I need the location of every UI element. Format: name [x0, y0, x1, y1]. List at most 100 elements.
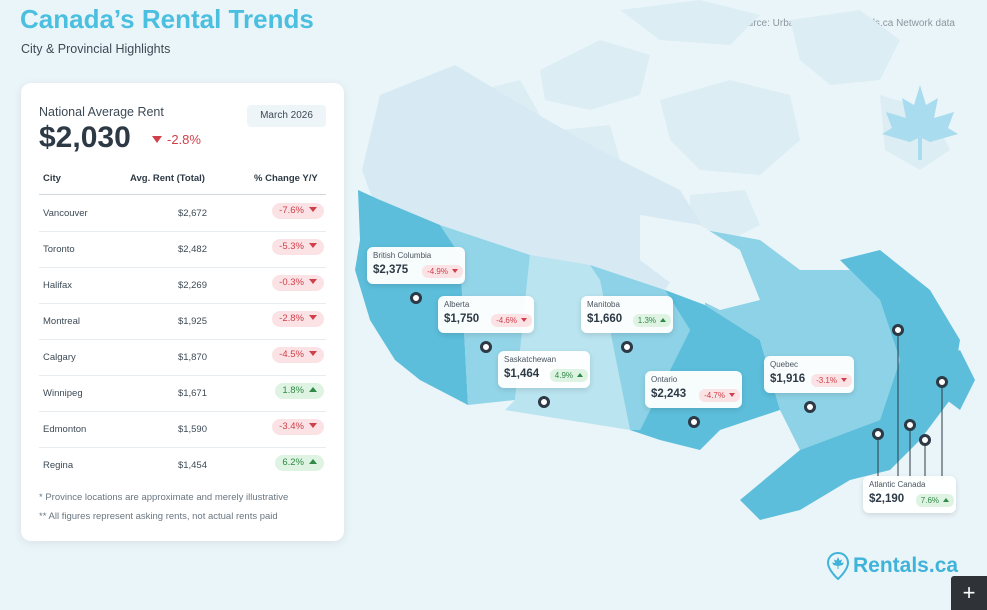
province-rent: $2,190 — [869, 493, 905, 505]
maple-pin-icon — [827, 552, 849, 580]
table-row: Regina $1,454 6.2% — [39, 447, 326, 483]
column-header-city: City — [43, 173, 61, 184]
province-rent: $1,916 — [770, 373, 806, 385]
map-pin — [904, 419, 916, 431]
province-rent: $2,243 — [651, 388, 687, 400]
down-arrow-icon — [309, 315, 317, 320]
table-row: Halifax $2,269 -0.3% — [39, 267, 326, 304]
change-badge: -3.1% — [811, 374, 852, 387]
hudson-bay — [640, 215, 760, 310]
down-arrow-icon — [309, 207, 317, 212]
city-name: Montreal — [43, 316, 80, 327]
atlantic-region — [740, 250, 960, 520]
rent-value: $2,672 — [177, 208, 207, 219]
change-badge: 1.8% — [275, 383, 324, 399]
table-row: Vancouver $2,672 -7.6% — [39, 195, 326, 232]
up-arrow-icon — [577, 373, 583, 377]
national-average-label: National Average Rent — [39, 105, 164, 119]
change-badge: -4.5% — [272, 347, 324, 363]
city-name: Vancouver — [43, 208, 88, 219]
province-callout-ontario[interactable]: Ontario $2,243 -4.7% — [645, 371, 742, 408]
change-badge: -4.9% — [422, 265, 463, 278]
header-divider — [39, 194, 326, 195]
change-badge: 4.9% — [549, 369, 588, 382]
map-pin — [804, 401, 816, 413]
logo-text: Rentals.ca — [853, 554, 959, 577]
map-pin — [919, 434, 931, 446]
province-callout-manitoba[interactable]: Manitoba $1,660 1.3% — [581, 296, 673, 333]
up-arrow-icon — [660, 318, 666, 322]
footnote: * Province locations are approximate and… — [39, 492, 289, 503]
table-row: Toronto $2,482 -5.3% — [39, 231, 326, 268]
up-arrow-icon — [309, 387, 317, 392]
national-average-value: $2,030 — [39, 121, 131, 154]
city-name: Regina — [43, 460, 74, 471]
map-pin — [480, 341, 492, 353]
map-pin — [872, 428, 884, 440]
change-badge: 6.2% — [275, 455, 324, 471]
province-callout-atlantic-canada[interactable]: Atlantic Canada $2,190 7.6% — [863, 476, 956, 513]
table-row: Winnipeg $1,671 1.8% — [39, 375, 326, 412]
city-name: Toronto — [43, 244, 75, 255]
down-arrow-icon — [309, 423, 317, 428]
down-arrow-icon — [841, 378, 847, 382]
table-row: Montreal $1,925 -2.8% — [39, 303, 326, 340]
change-badge: -7.6% — [272, 203, 324, 219]
page-subtitle: City & Provincial Highlights — [21, 42, 171, 56]
province-rent: $1,464 — [504, 368, 540, 380]
down-arrow-icon — [452, 269, 458, 273]
ontario-region — [630, 290, 780, 450]
change-badge: -3.4% — [272, 419, 324, 435]
rent-value: $1,454 — [177, 460, 207, 471]
up-arrow-icon — [309, 459, 317, 464]
rent-value: $1,671 — [177, 388, 207, 399]
footnote: ** All figures represent asking rents, n… — [39, 511, 278, 522]
rent-value: $1,925 — [177, 316, 207, 327]
rent-value: $2,269 — [177, 280, 207, 291]
province-callout-british-columbia[interactable]: British Columbia $2,375 -4.9% — [367, 247, 465, 284]
map-pin — [936, 376, 948, 388]
date-badge: March 2026 — [247, 105, 326, 127]
column-header-rent: Avg. Rent (Total) — [130, 173, 205, 184]
province-rent: $2,375 — [373, 264, 409, 276]
expand-button[interactable]: + — [951, 576, 987, 610]
down-arrow-icon — [521, 318, 527, 322]
map-pin — [688, 416, 700, 428]
change-badge: 7.6% — [915, 494, 954, 507]
down-arrow-icon — [152, 136, 162, 143]
maple-leaf-icon — [882, 85, 958, 160]
change-badge: -4.7% — [699, 389, 740, 402]
province-callout-saskatchewan[interactable]: Saskatchewan $1,464 4.9% — [498, 351, 590, 388]
national-change: -2.8% — [152, 132, 201, 147]
change-badge: -0.3% — [272, 275, 324, 291]
province-name: Manitoba — [587, 300, 620, 309]
map-pin — [892, 324, 904, 336]
down-arrow-icon — [729, 393, 735, 397]
province-callout-quebec[interactable]: Quebec $1,916 -3.1% — [764, 356, 854, 393]
city-name: Edmonton — [43, 424, 87, 435]
province-name: Alberta — [444, 300, 470, 309]
page-title: Canada’s Rental Trends — [20, 4, 314, 34]
rent-value: $1,590 — [177, 424, 207, 435]
down-arrow-icon — [309, 351, 317, 356]
province-rent: $1,750 — [444, 313, 480, 325]
city-name: Calgary — [43, 352, 76, 363]
change-badge: -5.3% — [272, 239, 324, 255]
up-arrow-icon — [943, 498, 949, 502]
national-rent-card: National Average Rent $2,030 -2.8% March… — [21, 83, 344, 541]
table-row: Calgary $1,870 -4.5% — [39, 339, 326, 376]
rent-value: $2,482 — [177, 244, 207, 255]
province-name: Quebec — [770, 360, 799, 369]
map-pin — [410, 292, 422, 304]
down-arrow-icon — [309, 279, 317, 284]
change-badge: -4.6% — [491, 314, 532, 327]
city-name: Winnipeg — [43, 388, 83, 399]
change-badge: 1.3% — [632, 314, 671, 327]
change-badge: -2.8% — [272, 311, 324, 327]
table-row: Edmonton $1,590 -3.4% — [39, 411, 326, 448]
column-header-change: % Change Y/Y — [254, 173, 318, 184]
province-callout-alberta[interactable]: Alberta $1,750 -4.6% — [438, 296, 534, 333]
province-name: Ontario — [651, 375, 678, 384]
province-rent: $1,660 — [587, 313, 623, 325]
province-name: Saskatchewan — [504, 355, 557, 364]
